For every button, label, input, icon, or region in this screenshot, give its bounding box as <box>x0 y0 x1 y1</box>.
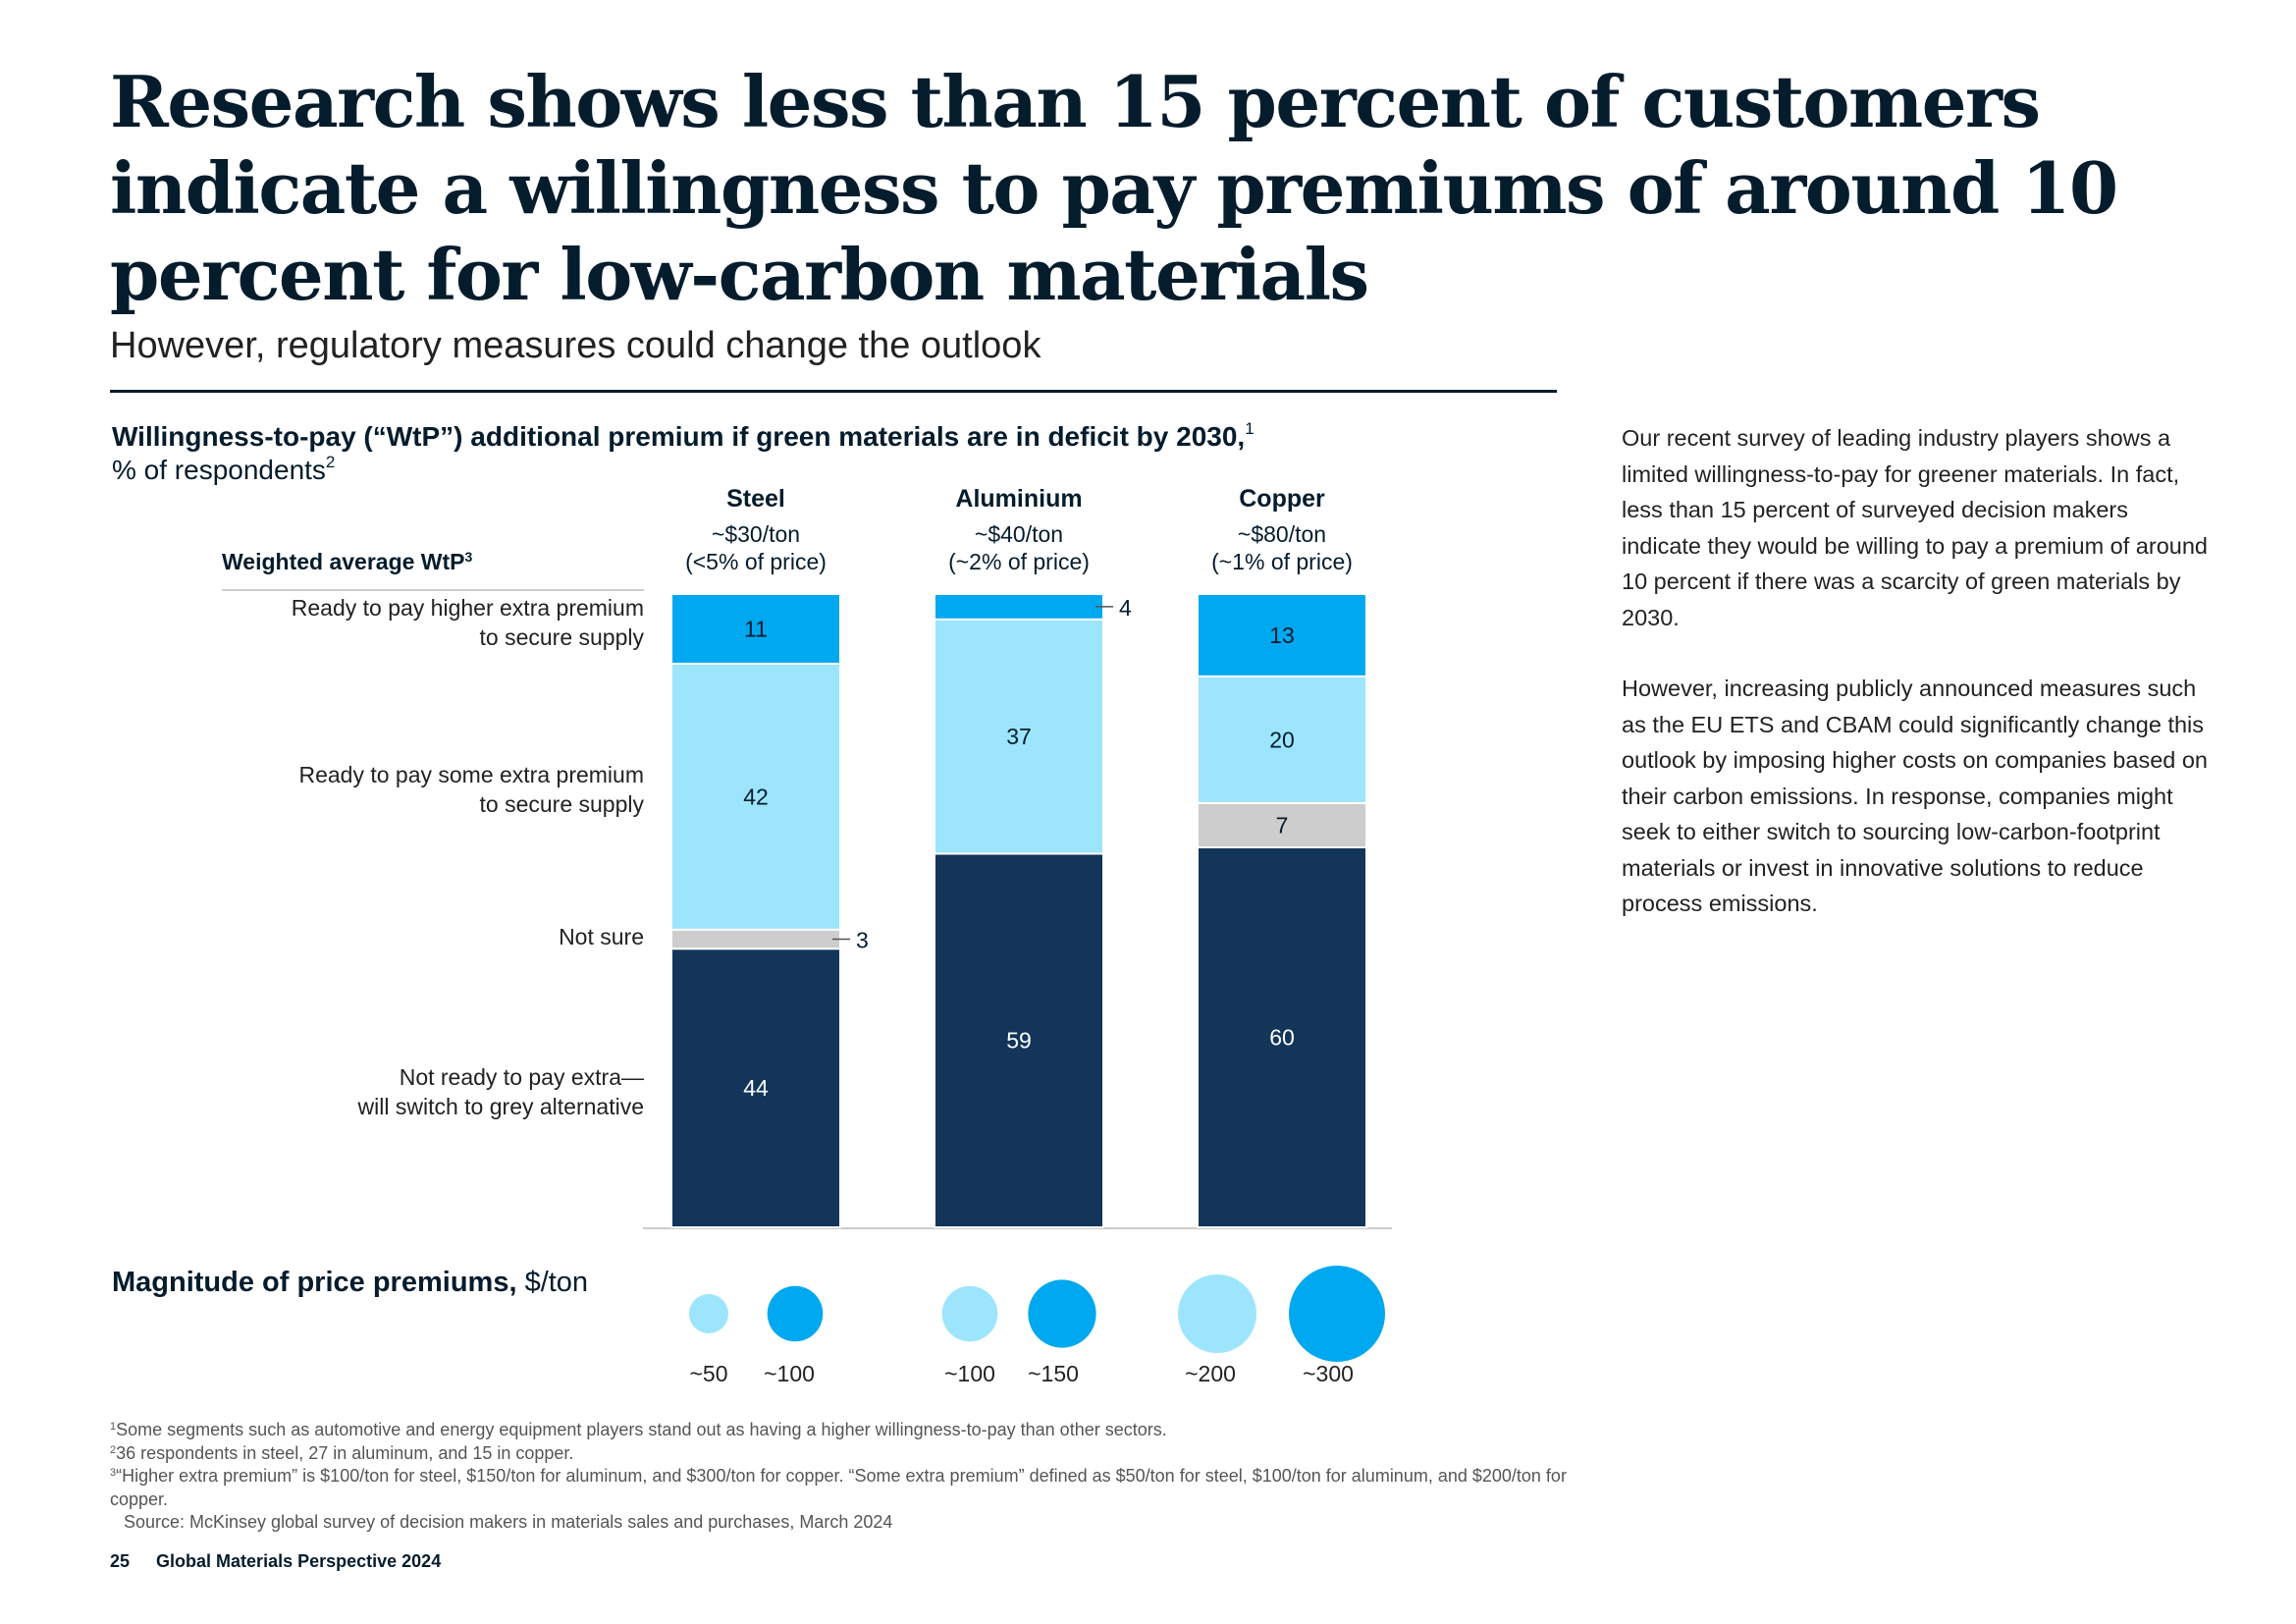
bubble-label: ~50 <box>689 1361 728 1386</box>
column-header-aluminium: Aluminium ~$40/ton (~2% of price) <box>911 485 1127 575</box>
bar-segment-copper <box>1197 675 1367 804</box>
footnote-mark: 2 <box>110 1443 117 1456</box>
row-label-some-line2: to secure supply <box>479 791 644 817</box>
row-label-some-premium: Ready to pay some extra premium to secur… <box>298 760 644 819</box>
row-label-higher-premium: Ready to pay higher extra premium to sec… <box>292 593 644 652</box>
bar-segment-aluminium <box>934 852 1104 1228</box>
page-footer: 25 Global Materials Perspective 2024 <box>110 1551 462 1572</box>
bubble-label: ~200 <box>1185 1361 1236 1386</box>
column-price-aluminium: ~$40/ton <box>974 521 1064 547</box>
bar-value-label: 42 <box>743 784 769 809</box>
chart-units-footnote-mark: 2 <box>325 453 336 471</box>
footnote-3: 3“Higher extra premium” is $100/ton for … <box>110 1465 1582 1511</box>
row-label-not-ready: Not ready to pay extra— will switch to g… <box>358 1062 644 1121</box>
footnote-2: 236 respondents in steel, 27 in aluminum… <box>110 1442 1582 1466</box>
bar-value-label: 3 <box>856 928 869 953</box>
footnotes: 1Some segments such as automotive and en… <box>110 1419 1582 1535</box>
row-label-not-sure: Not sure <box>559 922 644 951</box>
footnote-mark: 3 <box>110 1467 117 1479</box>
price-premium-magnitude-label: Magnitude of price premiums, $/ton <box>112 1267 588 1299</box>
column-header-copper: Copper ~$80/ton (~1% of price) <box>1174 485 1390 575</box>
chart-title-text: Willingness-to-pay (“WtP”) additional pr… <box>112 421 1246 452</box>
bar-value-label: 7 <box>1276 812 1289 838</box>
magnitude-label-text: Magnitude of price premiums, <box>112 1267 517 1298</box>
column-metal-steel: Steel <box>726 485 785 513</box>
bar-value-label: 11 <box>744 616 768 641</box>
bar-value-label: 59 <box>1006 1028 1032 1054</box>
column-metal-aluminium: Aluminium <box>955 485 1083 513</box>
chart-title: Willingness-to-pay (“WtP”) additional pr… <box>112 420 1255 487</box>
bar-segment-steel <box>670 928 841 950</box>
premium-bubble <box>1177 1273 1257 1354</box>
bar-segment-steel <box>670 662 841 931</box>
wtp-label-text: Weighted average WtP <box>222 549 465 574</box>
bar-segment-aluminium <box>934 618 1104 855</box>
footnote-mark: 1 <box>110 1421 117 1433</box>
row-label-not-ready-line2: will switch to grey alternative <box>357 1094 644 1119</box>
bar-value-label: 37 <box>1006 724 1032 749</box>
bubble-label: ~300 <box>1303 1361 1354 1386</box>
premium-bubble <box>941 1285 998 1342</box>
row-label-not-ready-line1: Not ready to pay extra— <box>399 1064 644 1090</box>
title-divider <box>110 390 1557 393</box>
column-header-steel: Steel ~$30/ton (<5% of price) <box>648 485 864 575</box>
weighted-average-wtp-label: Weighted average WtP3 <box>222 549 472 575</box>
footnote-text: Some segments such as automotive and ene… <box>116 1420 1167 1439</box>
bar-value-label: 44 <box>743 1075 769 1101</box>
chart-units: % of respondents2 <box>112 454 1255 487</box>
side-paragraph-2: However, increasing publicly announced m… <box>1622 676 2209 916</box>
premium-bubble <box>688 1293 729 1334</box>
bar-segment-steel <box>670 593 841 665</box>
row-label-some-line1: Ready to pay some extra premium <box>298 762 644 787</box>
column-price-copper: ~$80/ton <box>1237 521 1327 547</box>
bar-segment-copper <box>1197 801 1367 848</box>
magnitude-label-units: $/ton <box>524 1267 589 1298</box>
page-number: 25 <box>110 1551 131 1571</box>
row-label-not-sure-line1: Not sure <box>559 924 644 949</box>
column-metal-copper: Copper <box>1239 485 1325 513</box>
footnote-text: 36 respondents in steel, 27 in aluminum,… <box>116 1442 574 1463</box>
column-share-steel: (<5% of price) <box>685 549 827 574</box>
bar-segment-copper <box>1197 593 1367 677</box>
bar-segment-aluminium <box>934 593 1104 621</box>
page-subtitle: However, regulatory measures could chang… <box>110 325 1041 366</box>
premium-bubble <box>767 1285 824 1342</box>
chart-title-footnote-mark: 1 <box>1245 419 1255 438</box>
bar-value-label: 60 <box>1269 1025 1295 1051</box>
row-label-higher-line2: to secure supply <box>479 624 644 650</box>
bubble-label: ~100 <box>944 1361 995 1386</box>
bar-value-label: 20 <box>1269 727 1295 752</box>
bar-value-label: 4 <box>1119 595 1132 621</box>
side-commentary: Our recent survey of leading industry pl… <box>1622 420 2211 957</box>
wtp-footnote-mark: 3 <box>464 549 473 565</box>
bar-value-label: 13 <box>1269 623 1295 648</box>
column-price-steel: ~$30/ton <box>711 521 801 547</box>
side-paragraph-1: Our recent survey of leading industry pl… <box>1622 425 2208 630</box>
premium-bubble <box>1289 1266 1385 1362</box>
footnote-text: “Higher extra premium” is $100/ton for s… <box>110 1466 1567 1509</box>
page-title: Research shows less than 15 percent of c… <box>110 60 2118 316</box>
bubble-label: ~150 <box>1028 1361 1079 1386</box>
column-share-aluminium: (~2% of price) <box>948 549 1090 574</box>
chart-units-text: % of respondents <box>112 455 326 485</box>
row-label-higher-line1: Ready to pay higher extra premium <box>291 595 644 621</box>
premium-bubble <box>1028 1279 1096 1348</box>
bubble-label: ~100 <box>764 1361 815 1386</box>
column-share-copper: (~1% of price) <box>1211 549 1353 574</box>
bar-segment-steel <box>670 947 841 1228</box>
footnote-1: 1Some segments such as automotive and en… <box>110 1419 1582 1442</box>
publication-name: Global Materials Perspective 2024 <box>156 1551 442 1571</box>
source-note: Source: McKinsey global survey of decisi… <box>124 1512 893 1532</box>
legend-divider <box>222 589 644 591</box>
